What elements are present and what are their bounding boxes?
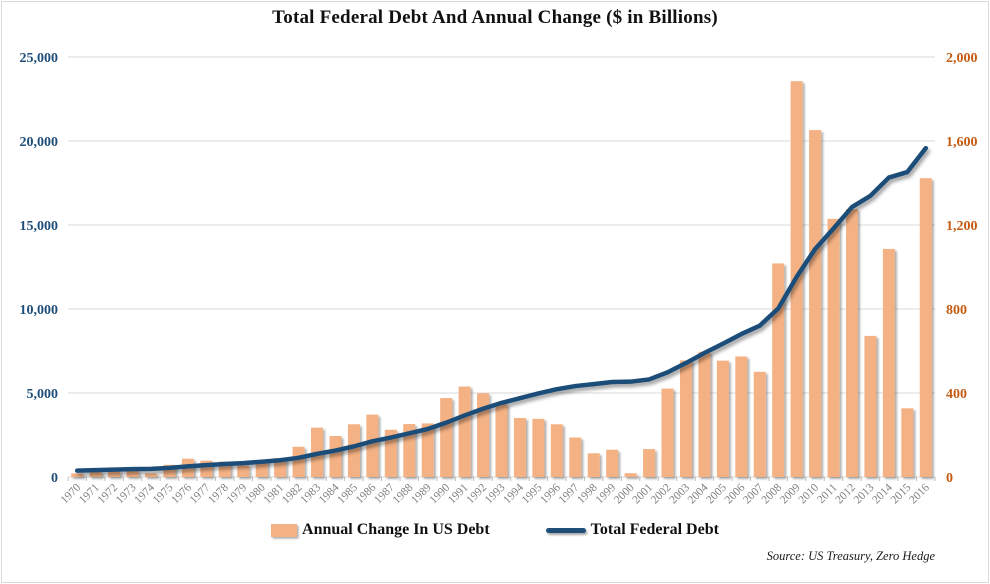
- gridlines: [68, 56, 935, 478]
- bar-2005: [716, 360, 729, 477]
- bar-1997: [569, 437, 582, 477]
- bar-1982: [292, 446, 305, 477]
- left-axis-label-1: 5,000: [27, 387, 59, 402]
- bar-2003: [679, 360, 692, 477]
- bar-1980: [255, 459, 268, 477]
- bar-2006: [735, 356, 748, 477]
- right-axis-label-2: 800: [946, 303, 967, 318]
- left-axis-labels: 0 5,000 10,000 15,000 20,000 25,000: [20, 51, 59, 486]
- legend: Annual Change In US Debt Total Federal D…: [0, 521, 990, 539]
- bar-2012: [845, 209, 858, 478]
- bar-1970: [71, 473, 84, 477]
- right-axis-label-5: 2,000: [946, 51, 978, 66]
- right-axis-label-0: 0: [946, 471, 953, 486]
- right-axis-labels: 0 400 800 1,200 1,600 2,000: [946, 51, 978, 486]
- left-axis-label-5: 25,000: [20, 51, 59, 66]
- right-axis-label-1: 400: [946, 387, 967, 402]
- bar-2016: [919, 178, 932, 478]
- bar-1998: [587, 453, 600, 477]
- bar-1973: [126, 470, 139, 477]
- bar-1989: [421, 423, 434, 477]
- bar-2015: [901, 408, 914, 477]
- bar-1991: [458, 386, 471, 477]
- legend-item-total-debt: Total Federal Debt: [545, 521, 719, 539]
- bar-1979: [237, 465, 250, 477]
- legend-item-annual-change: Annual Change In US Debt: [271, 521, 490, 539]
- x-axis-ticks: [67, 477, 936, 481]
- bar-1995: [532, 418, 545, 477]
- bar-1996: [550, 424, 563, 477]
- bar-1986: [366, 414, 379, 477]
- left-axis-label-2: 10,000: [20, 303, 59, 318]
- bar-1985: [347, 424, 360, 477]
- bar-2007: [753, 371, 766, 477]
- right-axis-label-3: 1,200: [946, 219, 978, 234]
- source-note: Source: US Treasury, Zero Hedge: [766, 549, 935, 563]
- bar-1971: [89, 471, 102, 477]
- total-debt-line: [74, 145, 929, 473]
- x-axis-labels: 1970197119721973197419751976197719781979…: [59, 481, 932, 506]
- bar-series-annual-change: [71, 81, 932, 478]
- bar-swatch-icon: [271, 523, 298, 537]
- bar-1993: [495, 404, 508, 477]
- bar-2011: [827, 218, 840, 477]
- bar-2002: [661, 388, 674, 477]
- bar-1990: [440, 398, 453, 477]
- line-swatch-icon: [545, 527, 586, 533]
- legend-label-total-debt: Total Federal Debt: [590, 521, 719, 538]
- bar-1994: [513, 417, 526, 477]
- bar-2014: [882, 248, 895, 477]
- left-axis-label-0: 0: [51, 471, 58, 486]
- line-series-total-debt: [74, 145, 929, 473]
- bar-1987: [384, 429, 397, 477]
- bar-1972: [108, 470, 121, 477]
- right-axis-label-4: 1,600: [946, 135, 978, 150]
- bar-1999: [606, 449, 619, 477]
- bar-2000: [624, 473, 637, 477]
- bar-2004: [698, 351, 711, 477]
- x-label-2016: 2016: [907, 481, 932, 506]
- bar-2008: [772, 263, 785, 477]
- bar-2010: [809, 130, 822, 477]
- legend-label-annual-change: Annual Change In US Debt: [302, 521, 490, 538]
- bar-2013: [864, 335, 877, 477]
- bar-2001: [643, 449, 656, 477]
- bar-1988: [403, 424, 416, 477]
- chart-title: Total Federal Debt And Annual Change ($ …: [272, 7, 718, 28]
- bar-1984: [329, 436, 342, 477]
- bar-1974: [145, 473, 158, 477]
- left-axis-label-4: 20,000: [20, 135, 59, 150]
- bar-1981: [274, 458, 287, 477]
- bar-1992: [477, 393, 490, 477]
- left-axis-label-3: 15,000: [20, 219, 59, 234]
